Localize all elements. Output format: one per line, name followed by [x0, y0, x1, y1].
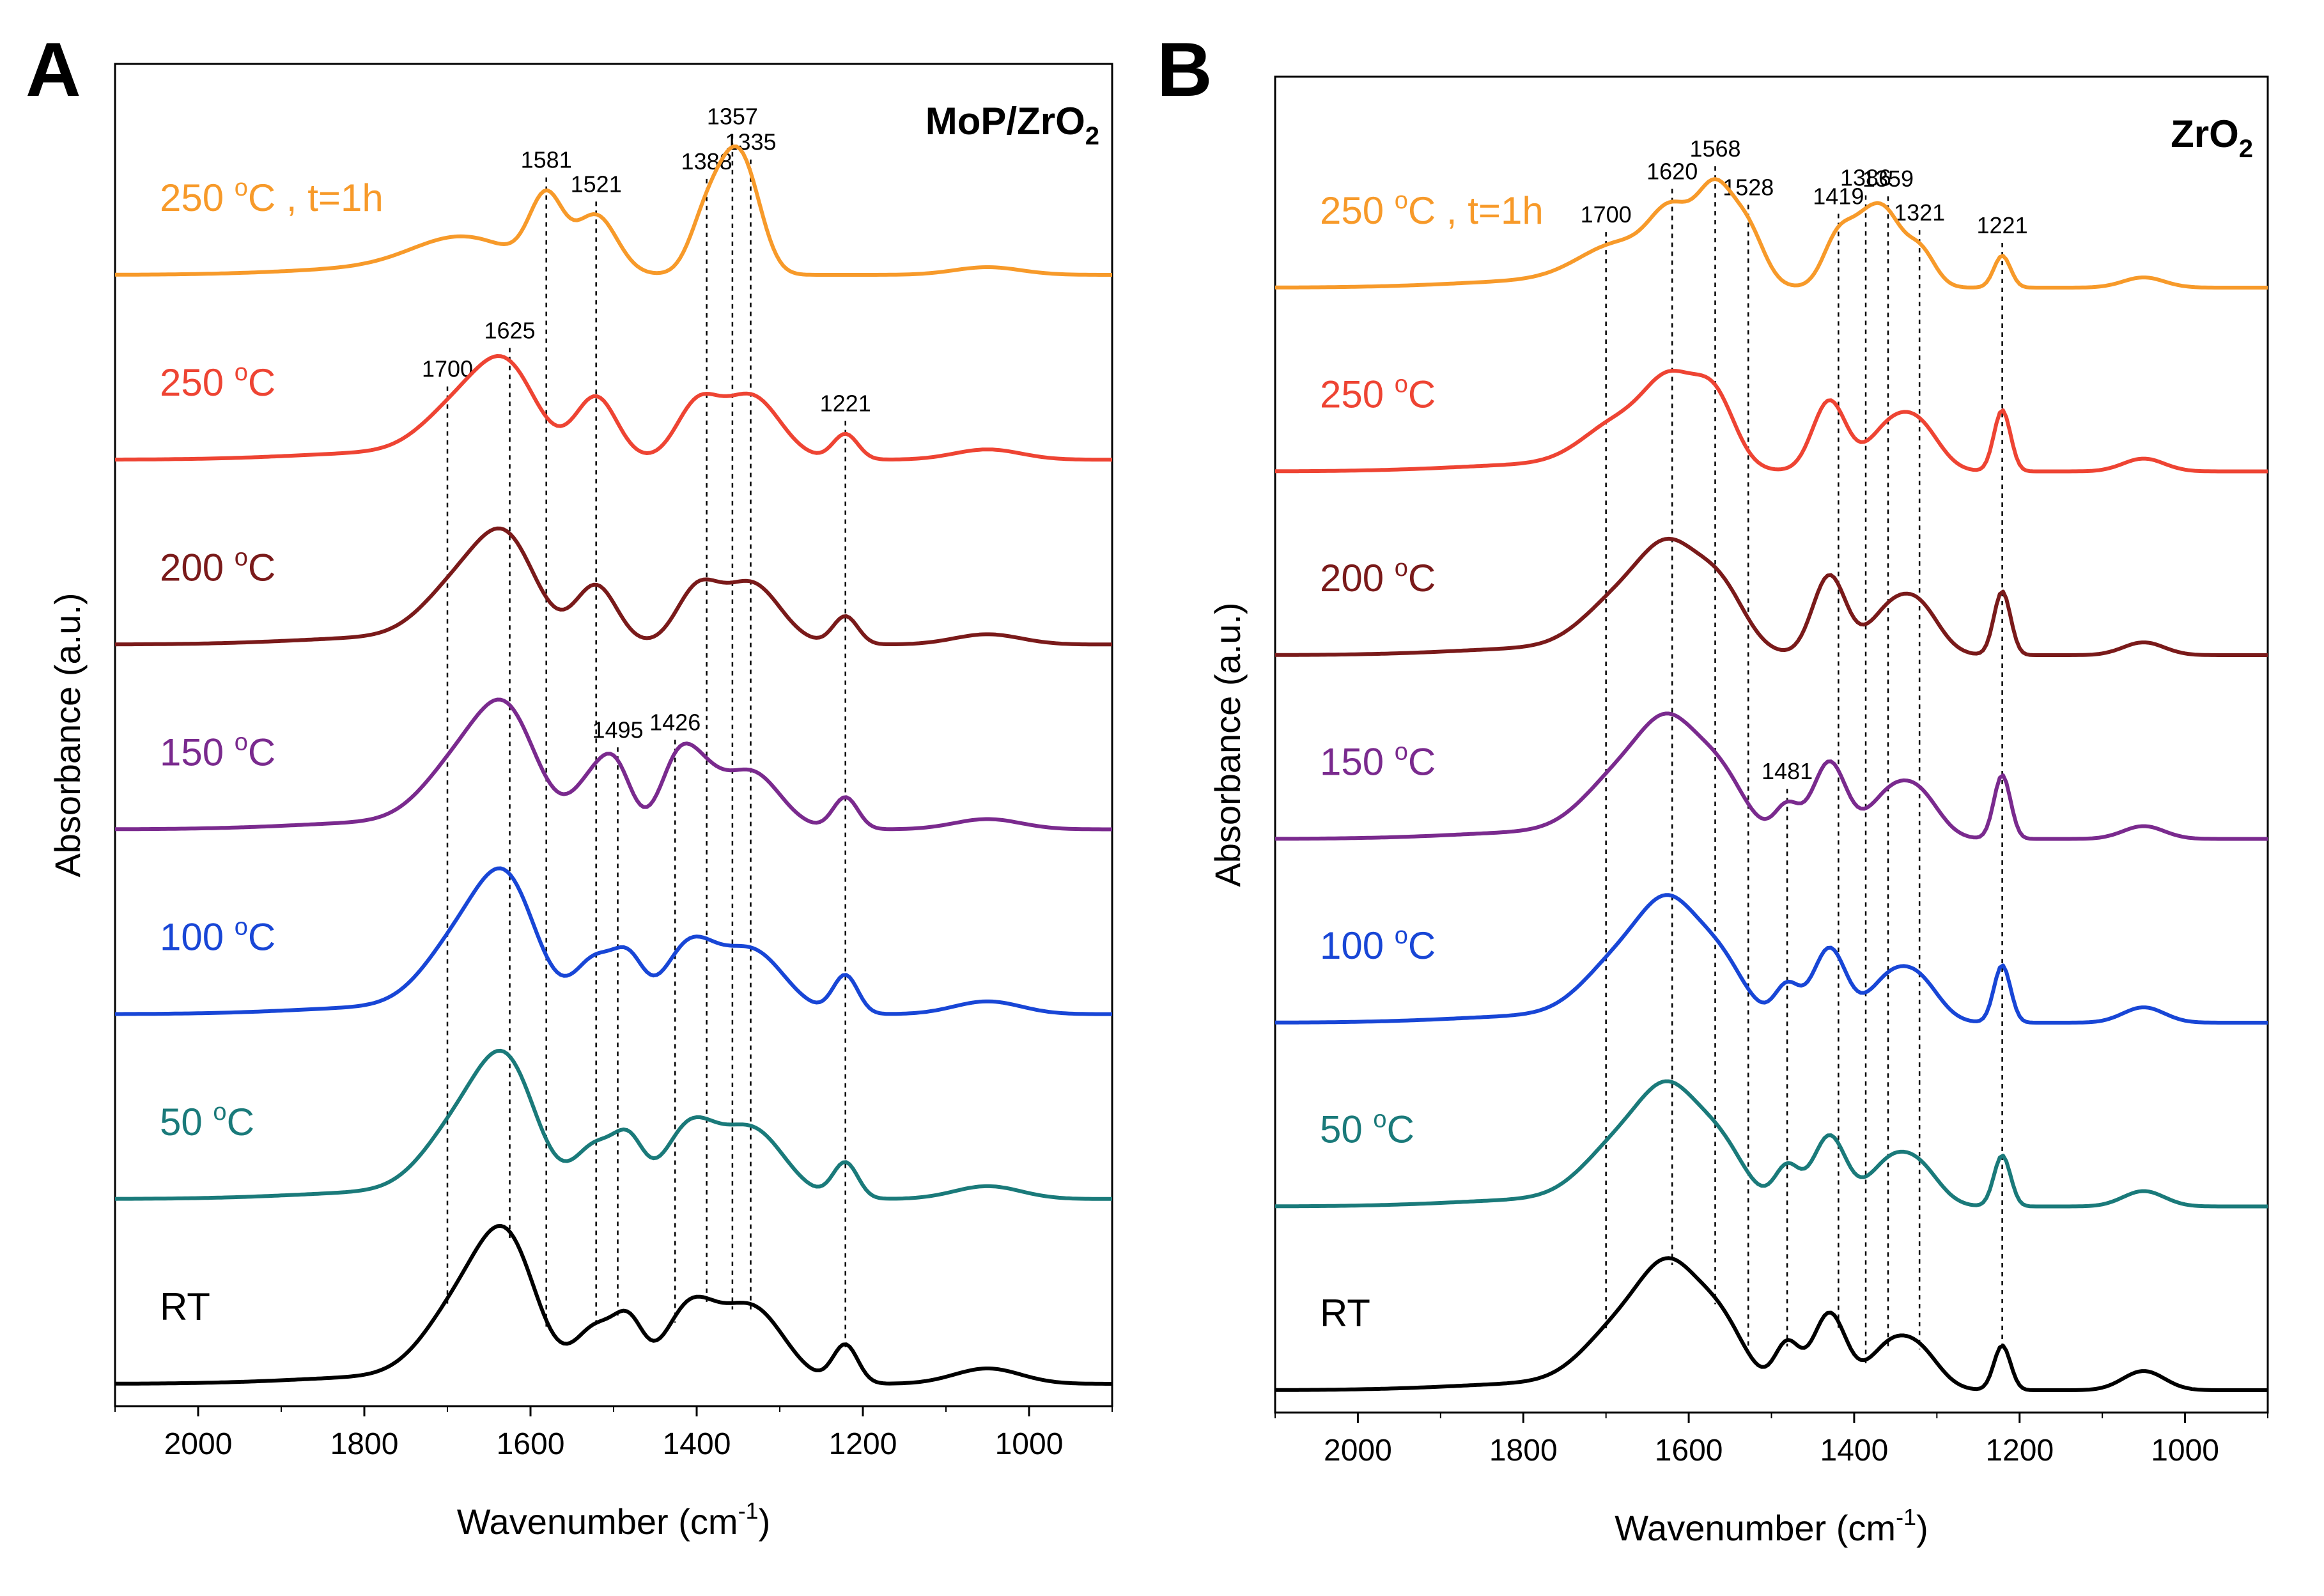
x-tick-label: 1800 [330, 1427, 399, 1461]
series-label: 250 oC [1320, 371, 1436, 416]
series-label: 200 oC [1320, 555, 1436, 600]
x-tick-label: 1400 [663, 1427, 731, 1461]
series-label: RT [160, 1285, 210, 1328]
y-axis-title: Absorbance (a.u.) [1207, 602, 1248, 887]
x-tick-label: 2000 [1324, 1434, 1392, 1468]
spectrum-line [115, 354, 1113, 462]
peak-label: 1568 [1689, 136, 1740, 162]
panel-a: 2000 1800 1600 1400 1200 1000 Wavenumber (cm-1… [26, 27, 1113, 1542]
peak-label: 1388 [681, 148, 732, 174]
peak-label: 1625 [484, 317, 535, 343]
spectrum-line [115, 697, 1112, 832]
series-label: 100 oC [1320, 922, 1436, 967]
series-label: 50 oC [160, 1099, 254, 1143]
peak-label: 1359 [1863, 166, 1914, 192]
x-tick-label: 1200 [1985, 1434, 2054, 1468]
series-label: 50 oC [1320, 1106, 1414, 1151]
x-axis-title: Wavenumber (cm-1) [1615, 1504, 1928, 1548]
panel-title: ZrO2 [2171, 112, 2253, 163]
x-tick-label: 1000 [2151, 1434, 2219, 1468]
spectrum-line [115, 866, 1112, 1016]
spectrum-line [1275, 536, 2268, 657]
series-label: RT [1320, 1292, 1370, 1335]
peak-label: 1426 [649, 709, 701, 735]
peak-label: 1481 [1762, 758, 1813, 784]
peak-label: 1221 [820, 391, 871, 417]
series-label: 250 oC , t=1h [160, 174, 383, 219]
peak-label: 1321 [1894, 199, 1945, 226]
series-label: 250 oC [160, 359, 275, 404]
x-axis-title: Wavenumber (cm-1) [457, 1498, 770, 1542]
spectrum-line [114, 1048, 1112, 1201]
spectrum-line [1275, 177, 2268, 290]
peak-label: 1495 [592, 717, 643, 743]
peak-label: 1700 [1581, 201, 1632, 228]
spectrum-line [115, 144, 1112, 277]
peak-label: 1521 [571, 171, 622, 197]
spectrum-line [1275, 893, 2268, 1025]
x-tick-label: 2000 [164, 1427, 233, 1461]
series-label: 150 oC [1320, 739, 1436, 784]
peak-label: 1357 [707, 104, 758, 130]
spectrum-line [1275, 711, 2268, 841]
series-label: 250 oC , t=1h [1320, 187, 1544, 232]
spectrum-line [1275, 1079, 2268, 1209]
spectrum-line [115, 1223, 1112, 1386]
x-tick-label: 1000 [995, 1427, 1064, 1461]
x-tick-label: 1400 [1820, 1434, 1889, 1468]
peak-label: 1419 [1813, 183, 1864, 209]
peak-label: 1335 [725, 129, 776, 155]
panel-b: 2000 1800 1600 1400 1200 1000 Wavenumber (cm-1… [1157, 27, 2269, 1548]
series-label: 150 oC [160, 729, 275, 774]
x-tick-label: 1200 [829, 1427, 897, 1461]
peak-label: 1581 [521, 147, 572, 173]
x-tick-label: 1600 [497, 1427, 565, 1461]
panel-title: MoP/ZrO2 [926, 100, 1099, 150]
spectrum-line [1275, 1256, 2268, 1392]
peak-label: 1700 [422, 356, 473, 382]
peak-label: 1221 [1977, 212, 2028, 238]
series-label: 100 oC [160, 914, 275, 959]
y-axis-title: Absorbance (a.u.) [47, 593, 88, 877]
panel-letter: A [26, 27, 81, 112]
x-tick-label: 1800 [1489, 1434, 1558, 1468]
panel-letter: B [1157, 27, 1212, 112]
spectrum-line [1275, 369, 2268, 474]
peak-label: 1386 [1840, 165, 1891, 191]
peak-label: 1620 [1646, 159, 1698, 185]
series-label: 200 oC [160, 544, 275, 589]
spectrum-line [114, 526, 1112, 647]
peak-label: 1528 [1723, 174, 1774, 200]
x-tick-label: 1600 [1655, 1434, 1723, 1468]
